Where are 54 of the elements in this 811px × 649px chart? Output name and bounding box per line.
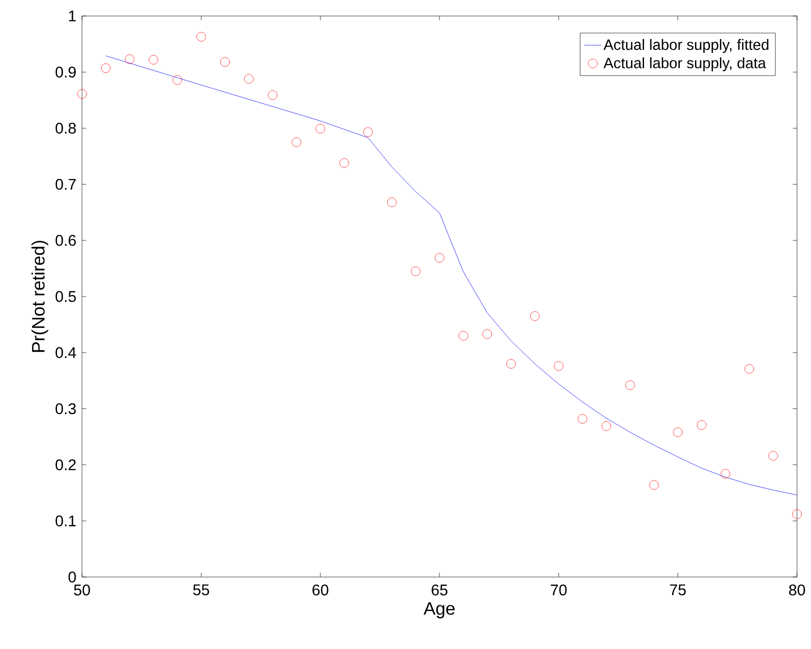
x-tick-label: 75 (670, 584, 686, 596)
point (196, 32, 206, 42)
point (434, 253, 444, 262)
y-tick-label: 0.5 (56, 291, 76, 302)
point (172, 75, 182, 85)
point (744, 364, 754, 374)
y-tick-label: 0.4 (56, 347, 76, 358)
y-tick-label: 0.6 (56, 234, 76, 246)
point (673, 428, 683, 437)
point (625, 380, 635, 390)
x-tick-label: 80 (789, 584, 805, 596)
point (482, 329, 492, 339)
point (554, 361, 564, 371)
x-tick-label: 60 (312, 584, 328, 596)
point (530, 311, 540, 321)
point (316, 124, 326, 134)
x-axis-title: Age (424, 602, 455, 618)
point (720, 469, 730, 478)
point (244, 74, 254, 84)
point (696, 420, 706, 430)
y-tick-label: 0 (68, 572, 76, 582)
point (578, 414, 588, 424)
y-tick-label: 1 (69, 10, 76, 22)
x-tick-label: 70 (550, 584, 567, 596)
point (101, 63, 111, 73)
point (363, 127, 373, 137)
point (220, 57, 230, 67)
x-tick-label: 50 (74, 584, 90, 596)
point (458, 331, 468, 340)
point (124, 54, 134, 64)
point (649, 480, 659, 490)
y-tick-label: 0.7 (56, 178, 76, 190)
point (792, 509, 802, 519)
point (292, 138, 302, 147)
point (387, 198, 397, 207)
x-tick-label: 65 (432, 584, 448, 596)
point (506, 359, 516, 369)
point (768, 451, 778, 461)
y-tick-label: 0.1 (56, 515, 76, 526)
y-tick-label: 0.9 (56, 66, 76, 78)
point (339, 158, 349, 168)
y-axis-title: Pr(Not retired) (31, 240, 48, 352)
legend-label: Actual labor supply, fitted (604, 39, 768, 53)
line-series (106, 56, 798, 496)
y-tick-label: 0.2 (56, 459, 76, 470)
legend-label: Actual labor supply, data (604, 57, 766, 72)
y-tick-label: 0.8 (56, 122, 76, 134)
point (602, 421, 612, 431)
x-tick-label: 55 (193, 584, 210, 596)
point (268, 90, 278, 100)
y-tick-label: 0.3 (56, 403, 76, 414)
point (410, 266, 420, 276)
point (77, 89, 87, 99)
point (148, 55, 158, 64)
